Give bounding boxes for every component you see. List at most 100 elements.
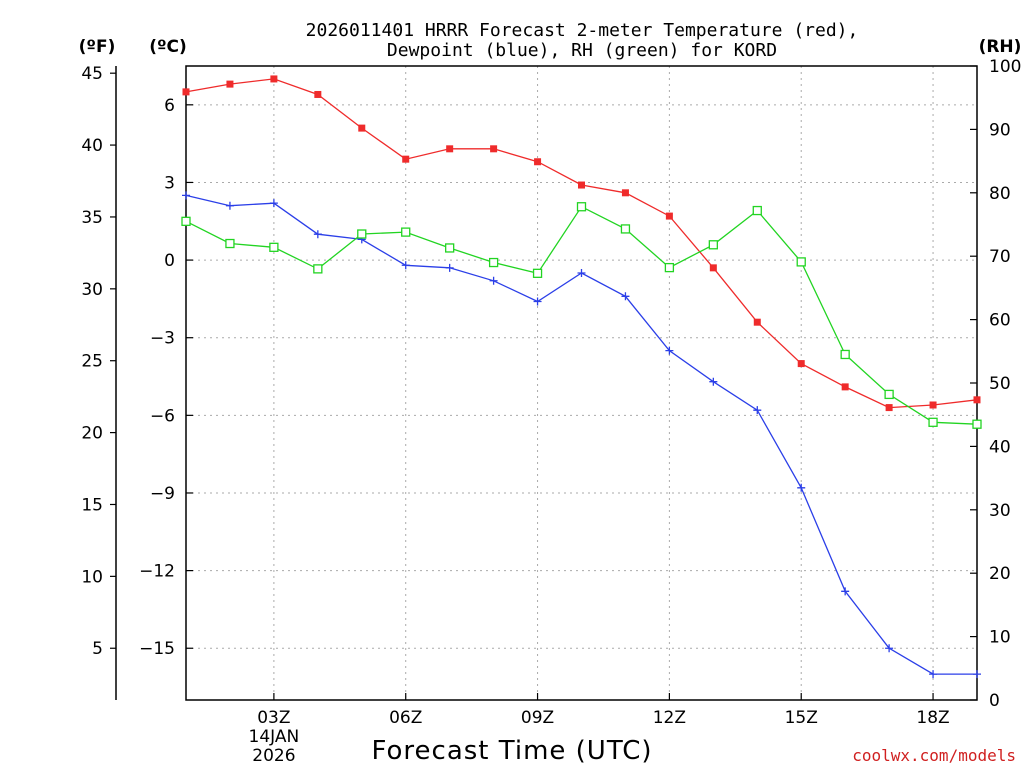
- 2-meter-temperature-point: [973, 396, 981, 404]
- dewpoint-point: [665, 346, 674, 355]
- x-date-label: 14JAN: [249, 727, 300, 747]
- fahrenheit-unit-label: (ºF): [79, 37, 116, 57]
- dewpoint-point: [885, 644, 894, 653]
- rh-tick-label: 80: [989, 184, 1011, 204]
- dewpoint-point: [445, 263, 454, 272]
- rh-tick-label: 70: [989, 247, 1011, 267]
- grid-lines: [186, 66, 977, 700]
- fahrenheit-tick-label: 45: [81, 64, 103, 84]
- 2-meter-temperature-point: [314, 90, 322, 98]
- rh-point: [401, 227, 411, 237]
- rh-tick-label: 20: [989, 564, 1011, 584]
- dewpoint-line: [185, 194, 977, 675]
- rh-point: [708, 240, 718, 250]
- x-date-label: 2026: [252, 746, 295, 766]
- fahrenheit-tick-label: 25: [81, 352, 103, 372]
- fahrenheit-tick-label: 40: [81, 136, 103, 156]
- rh-point: [269, 242, 279, 252]
- 2-meter-temperature-point: [709, 264, 717, 272]
- 2-meter-temperature-point: [797, 360, 805, 368]
- rh-point: [488, 257, 499, 268]
- fahrenheit-tick-label: 10: [81, 567, 103, 587]
- dewpoint-point: [973, 670, 981, 679]
- rh-tick-label: 100: [989, 57, 1021, 77]
- rh-tick-label: 30: [989, 501, 1011, 521]
- 2-meter-temperature-point: [929, 401, 937, 409]
- 2-meter-temperature-point: [578, 181, 585, 189]
- dewpoint-point: [225, 201, 234, 210]
- 2-meter-temperature-point: [402, 155, 410, 163]
- rh-point: [576, 202, 587, 212]
- 2-meter-temperature-point: [534, 158, 542, 166]
- rh-tick-label: 90: [989, 120, 1011, 140]
- dewpoint-point: [489, 276, 498, 285]
- x-tick-label: 18Z: [916, 708, 949, 728]
- rh-point: [972, 419, 982, 429]
- dewpoint-point: [401, 261, 410, 270]
- 2-meter-temperature-line: [185, 78, 978, 409]
- rh-point: [840, 349, 850, 360]
- chart-title-line-2: Dewpoint (blue), RH (green) for KORD: [387, 40, 777, 61]
- celsius-tick-label: −15: [139, 639, 175, 659]
- 2-meter-temperature-point: [885, 404, 893, 412]
- rh-unit-label: (RH): [979, 37, 1022, 57]
- rh-point: [752, 205, 762, 216]
- source-credit: coolwx.com/models: [852, 746, 1016, 765]
- dewpoint-point: [797, 483, 806, 492]
- rh-point: [225, 238, 235, 249]
- rh-point: [445, 243, 455, 253]
- rh-tick-label: 10: [989, 628, 1011, 648]
- rh-point: [357, 229, 367, 239]
- fahrenheit-tick-label: 15: [81, 495, 103, 515]
- celsius-tick-label: −9: [150, 484, 175, 504]
- x-tick-label: 15Z: [785, 708, 818, 728]
- rh-point: [620, 224, 631, 234]
- rh-line: [185, 205, 978, 425]
- celsius-tick-label: −12: [139, 562, 175, 582]
- 2-meter-temperature-point: [753, 318, 761, 326]
- celsius-tick-label: −3: [150, 329, 175, 349]
- rh-point: [928, 417, 938, 427]
- 2-meter-temperature-point: [490, 145, 498, 153]
- rh-point: [313, 264, 323, 274]
- fahrenheit-tick-label: 35: [81, 208, 103, 228]
- chart-title-line-1: 2026011401 HRRR Forecast 2-meter Tempera…: [306, 20, 859, 41]
- plot-frame: [185, 65, 978, 701]
- x-tick-label: 06Z: [389, 708, 422, 728]
- dewpoint-point: [709, 377, 718, 386]
- fahrenheit-tick-label: 30: [81, 280, 103, 300]
- rh-point: [181, 216, 191, 226]
- fahrenheit-tick-label: 5: [92, 639, 103, 659]
- celsius-tick-label: −6: [150, 406, 175, 426]
- dewpoint-point: [841, 587, 850, 596]
- rh-tick-label: 60: [989, 311, 1011, 331]
- 2-meter-temperature-point: [182, 88, 190, 96]
- x-tick-label: 12Z: [653, 708, 686, 728]
- 2-meter-temperature-point: [621, 189, 629, 197]
- dewpoint-point: [182, 191, 190, 200]
- 2-meter-temperature-point: [226, 80, 234, 88]
- celsius-unit-label: (ºC): [149, 37, 187, 57]
- celsius-tick-label: 0: [164, 251, 175, 271]
- 2-meter-temperature-point: [665, 212, 673, 220]
- celsius-tick-label: 6: [164, 96, 175, 116]
- dewpoint-point: [929, 670, 938, 679]
- x-axis-label: Forecast Time (UTC): [371, 736, 652, 766]
- rh-point: [796, 257, 806, 267]
- rh-tick-label: 50: [989, 374, 1011, 394]
- dewpoint-point: [621, 292, 630, 301]
- 2-meter-temperature-point: [841, 383, 849, 391]
- rh-point: [532, 268, 543, 278]
- rh-point: [884, 389, 894, 400]
- dewpoint-point: [577, 269, 586, 278]
- dewpoint-point: [533, 297, 542, 306]
- 2-meter-temperature-point: [358, 124, 366, 132]
- celsius-tick-label: 3: [164, 173, 175, 193]
- fahrenheit-tick-label: 20: [81, 424, 103, 444]
- 2-meter-temperature-point: [270, 75, 278, 83]
- dewpoint-point: [313, 230, 322, 239]
- 2-meter-temperature-point: [446, 145, 454, 153]
- dewpoint-point: [753, 406, 762, 415]
